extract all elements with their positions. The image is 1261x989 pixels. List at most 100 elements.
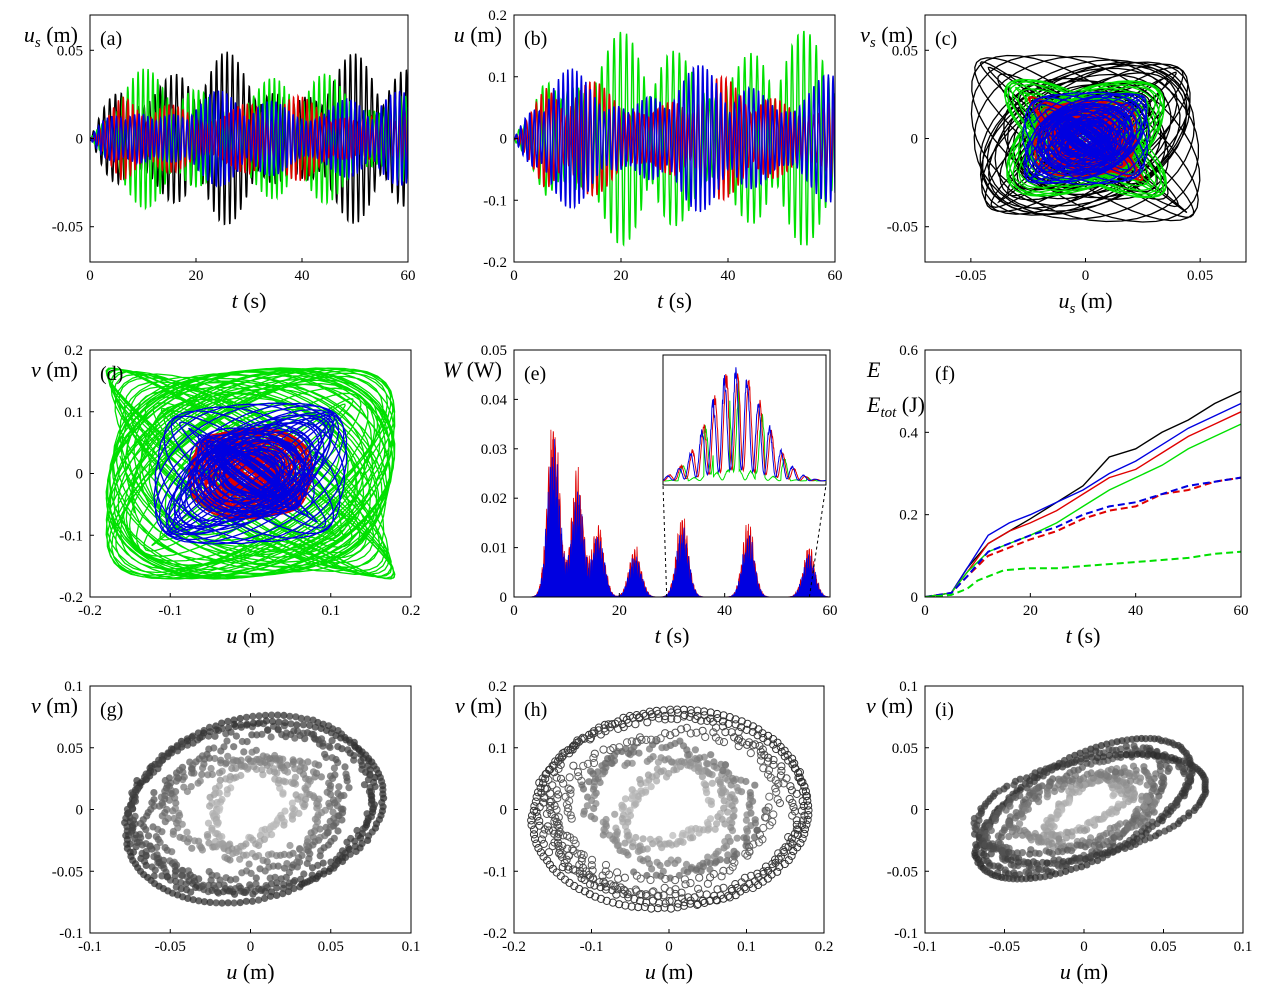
scatter-point-h xyxy=(746,789,754,797)
scatter-point-h xyxy=(589,875,598,884)
scatter-point-h xyxy=(674,856,682,864)
scatter-point-g xyxy=(322,726,331,735)
scatter-point-h xyxy=(554,790,563,799)
scatter-point-g xyxy=(229,756,237,764)
scatter-point-h xyxy=(613,830,621,839)
scatter-point-g xyxy=(242,897,250,905)
panel-label-f: (f) xyxy=(935,363,955,385)
scatter-point-h xyxy=(719,883,728,892)
scatter-point-g xyxy=(291,773,299,781)
scatter-point-h xyxy=(580,875,589,885)
scatter-point-g xyxy=(334,795,342,804)
scatter-point-i xyxy=(1046,872,1054,880)
scatter-point-h xyxy=(601,885,611,894)
x-axis-label-c-unit: (m) xyxy=(1075,288,1112,313)
scatter-point-i xyxy=(1116,820,1124,828)
scatter-point-g xyxy=(287,720,295,728)
scatter-point-h xyxy=(719,767,727,775)
scatter-point-h xyxy=(665,887,675,896)
scatter-point-h xyxy=(579,870,588,879)
scatter-point-g xyxy=(206,793,214,801)
y-tick-label-b: -0.2 xyxy=(483,255,507,271)
scatter-point-h xyxy=(605,870,614,879)
y-axis-label-c: vs (m) xyxy=(860,22,913,51)
scatter-point-h xyxy=(788,811,797,820)
scatter-point-g xyxy=(326,743,334,752)
scatter-point-i xyxy=(1023,774,1031,782)
scatter-point-g xyxy=(240,748,248,756)
energy-line-4 xyxy=(925,476,1241,597)
scatter-point-h xyxy=(606,880,615,889)
scatter-point-h xyxy=(729,774,737,783)
x-tick-label-f: 20 xyxy=(1023,603,1038,619)
scatter-point-g xyxy=(311,760,319,768)
scatter-point-h xyxy=(630,868,638,876)
x-axis-label-b-unit: (s) xyxy=(663,288,692,313)
scatter-point-h xyxy=(627,737,636,746)
scatter-point-g xyxy=(317,724,325,733)
scatter-point-h xyxy=(575,869,584,878)
axes-frame-f xyxy=(924,349,1242,598)
scatter-point-h xyxy=(790,807,800,816)
scatter-point-g xyxy=(304,758,312,766)
scatter-point-h xyxy=(671,728,680,737)
scatter-point-i xyxy=(1043,859,1051,867)
x-axis-label-e-symbol: t xyxy=(655,623,662,648)
scatter-point-h xyxy=(691,746,700,754)
y-axis-label-b-symbol: u xyxy=(454,22,465,47)
scatter-point-h xyxy=(772,744,781,754)
scatter-point-i xyxy=(1067,847,1076,855)
scatter-point-h xyxy=(677,888,686,897)
y-tick-label-e: 0.04 xyxy=(481,392,508,408)
scatter-point-h xyxy=(680,898,689,907)
inset xyxy=(662,354,827,486)
scatter-point-g xyxy=(281,719,289,727)
scatter-point-i xyxy=(1082,755,1090,763)
scatter-point-g xyxy=(249,719,257,727)
x-axis-label-c: us (m) xyxy=(1058,288,1112,317)
scatter-point-i xyxy=(1105,751,1114,760)
scatter-point-h xyxy=(698,726,707,735)
scatter-point-i xyxy=(1007,856,1015,864)
scatter-point-g xyxy=(306,790,314,799)
scatter-point-g xyxy=(273,884,281,892)
scatter-point-g xyxy=(317,735,326,743)
scatter-point-h xyxy=(611,810,619,818)
x-axis-label-f: t (s) xyxy=(1066,623,1101,648)
y-axis-label2-f: Etot (J) xyxy=(866,392,925,421)
scatter-point-h xyxy=(589,729,598,738)
scatter-point-i xyxy=(1117,750,1125,759)
scatter-point-g xyxy=(230,720,238,728)
scatter-point-h xyxy=(629,843,637,851)
scatter-point-h xyxy=(721,728,730,737)
y-tick-label-h: 0 xyxy=(500,803,508,819)
scatter-point-h xyxy=(751,740,760,749)
scatter-point-i xyxy=(1094,754,1102,762)
scatter-point-h xyxy=(646,875,655,885)
y-tick-label-f: 0 xyxy=(911,590,919,606)
scatter-point-g xyxy=(224,752,232,760)
scatter-point-i xyxy=(1033,859,1041,868)
scatter-point-g xyxy=(283,761,291,769)
scatter-point-h xyxy=(787,786,797,795)
scatter-point-g xyxy=(261,894,269,903)
scatter-point-h xyxy=(643,845,651,853)
scatter-point-h xyxy=(602,896,611,906)
scatter-point-g xyxy=(195,897,203,905)
scatter-point-g xyxy=(299,721,307,729)
scatter-point-h xyxy=(637,780,645,788)
scatter-point-h xyxy=(590,749,599,758)
scatter-point-h xyxy=(536,848,546,857)
scatter-point-h xyxy=(730,847,738,855)
scatter-point-g xyxy=(245,860,253,868)
scatter-point-h xyxy=(662,773,671,781)
scatter-point-g xyxy=(217,756,225,764)
scatter-point-g xyxy=(366,784,374,792)
scatter-point-g xyxy=(291,765,299,773)
scatter-point-i xyxy=(1133,750,1141,758)
x-axis-label-f-symbol: t xyxy=(1066,623,1073,648)
scatter-point-h xyxy=(704,760,712,768)
scatter-point-h xyxy=(643,871,651,880)
scatter-point-i xyxy=(1043,793,1051,801)
